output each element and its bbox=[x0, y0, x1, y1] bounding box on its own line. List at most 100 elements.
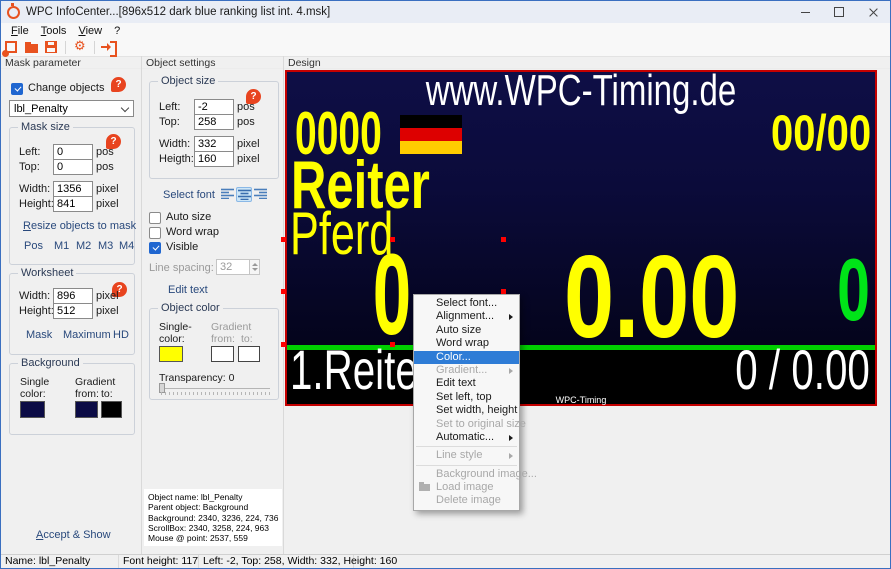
field-label: Top: bbox=[159, 116, 180, 128]
minimize-button[interactable] bbox=[788, 1, 822, 23]
accept-show-link[interactable]: Accept & Show bbox=[36, 529, 111, 541]
object-gradient-to-swatch[interactable] bbox=[238, 346, 260, 362]
scoreboard-ranking-result: 0 / 0.00 bbox=[735, 338, 870, 401]
field-label: Left: bbox=[19, 146, 41, 158]
visible-checkbox[interactable] bbox=[149, 242, 161, 254]
menu-help[interactable]: ? bbox=[114, 24, 121, 37]
worksheet-height-input[interactable] bbox=[53, 303, 93, 319]
align-center-icon[interactable] bbox=[236, 187, 252, 202]
help-icon[interactable] bbox=[106, 134, 121, 149]
selection-handle[interactable] bbox=[390, 237, 395, 242]
resize-objects-link[interactable]: Resize objects to mask bbox=[23, 220, 137, 232]
menu-item-background-image: Background image... bbox=[436, 467, 537, 480]
field-label: Height: bbox=[19, 305, 54, 317]
new-mask-icon[interactable] bbox=[5, 40, 19, 54]
menu-item-word-wrap[interactable]: Word wrap bbox=[436, 337, 489, 350]
object-gradient-from-swatch[interactable] bbox=[211, 346, 234, 362]
menu-tools[interactable]: Tools bbox=[40, 24, 67, 37]
line-spacing-stepper[interactable] bbox=[249, 259, 260, 275]
gradient-label: Gradient bbox=[211, 321, 252, 333]
object-left-input[interactable] bbox=[194, 99, 234, 115]
object-settings-panel: Object settings Object size Left: pos To… bbox=[142, 56, 284, 555]
transparency-slider-track[interactable] bbox=[159, 388, 270, 389]
background-gradient-to-swatch[interactable] bbox=[101, 401, 122, 418]
scoreboard-horse-name: Pferd bbox=[290, 200, 394, 267]
menu-file[interactable]: File bbox=[11, 24, 29, 37]
selection-handle[interactable] bbox=[281, 237, 286, 242]
close-button[interactable] bbox=[856, 1, 890, 23]
worksheet-group: Worksheet bbox=[9, 267, 135, 355]
folder-icon bbox=[419, 482, 430, 492]
selection-handle[interactable] bbox=[390, 342, 395, 347]
auto-size-checkbox[interactable] bbox=[149, 212, 161, 224]
menu-item-auto-size[interactable]: Auto size bbox=[436, 323, 482, 336]
scoreboard-preview[interactable]: www.WPC-Timing.de 0000 00/00 Reiter Pfer… bbox=[281, 66, 877, 406]
mask-size-legend: Mask size bbox=[18, 121, 73, 133]
selection-handle[interactable] bbox=[501, 237, 506, 242]
single-label: Single bbox=[20, 376, 50, 388]
m1-link[interactable]: M1 bbox=[54, 240, 70, 252]
toolbar-separator bbox=[65, 40, 66, 54]
mask-link[interactable]: Mask bbox=[26, 329, 53, 341]
info-line: Mouse @ point: 2537, 559 bbox=[148, 533, 248, 544]
line-spacing-input[interactable] bbox=[216, 259, 251, 275]
single-color-label: color: bbox=[159, 333, 185, 345]
word-wrap-checkbox[interactable] bbox=[149, 227, 161, 239]
align-left-icon[interactable] bbox=[220, 187, 234, 200]
pos-link[interactable]: Pos bbox=[24, 240, 43, 252]
help-icon[interactable] bbox=[111, 77, 126, 92]
scoreboard-penalty-label[interactable]: 0 bbox=[372, 231, 412, 359]
background-gradient-from-swatch[interactable] bbox=[75, 401, 98, 418]
field-unit: pos bbox=[237, 116, 255, 128]
object-top-input[interactable] bbox=[194, 114, 234, 130]
menu-item-select-font[interactable]: Select font... bbox=[436, 297, 498, 309]
change-objects-checkbox[interactable] bbox=[11, 83, 23, 95]
selection-handle[interactable] bbox=[281, 289, 286, 294]
field-label: Top: bbox=[19, 161, 40, 173]
edit-text-link[interactable]: Edit text bbox=[168, 284, 208, 296]
m3-link[interactable]: M3 bbox=[98, 240, 114, 252]
menu-bar: File Tools View ? bbox=[1, 23, 890, 38]
hd-link[interactable]: HD bbox=[113, 329, 129, 341]
worksheet-width-input[interactable] bbox=[53, 288, 93, 304]
help-icon[interactable] bbox=[246, 89, 261, 104]
scoreboard-rank-digit: 0 bbox=[837, 240, 870, 339]
m2-link[interactable]: M2 bbox=[76, 240, 92, 252]
background-group: Background bbox=[9, 357, 135, 435]
save-icon[interactable] bbox=[45, 40, 59, 54]
open-folder-icon[interactable] bbox=[25, 40, 39, 54]
menu-item-color[interactable]: Color... bbox=[414, 350, 519, 364]
menu-item-set-left-top[interactable]: Set left, top bbox=[436, 390, 492, 403]
object-height-input[interactable] bbox=[194, 151, 234, 167]
menu-view[interactable]: View bbox=[78, 24, 103, 37]
settings-gear-icon[interactable]: ⚙ bbox=[74, 39, 86, 54]
m4-link[interactable]: M4 bbox=[119, 240, 135, 252]
menu-item-automatic[interactable]: Automatic... bbox=[414, 431, 519, 444]
align-right-icon[interactable] bbox=[253, 187, 267, 200]
selection-handle[interactable] bbox=[501, 289, 506, 294]
scoreboard-url-text: www.WPC-Timing.de bbox=[425, 66, 737, 115]
maximum-link[interactable]: Maximum bbox=[63, 329, 111, 341]
select-font-link[interactable]: Select font bbox=[163, 189, 215, 201]
selection-handle[interactable] bbox=[281, 342, 286, 347]
menu-separator bbox=[416, 446, 517, 448]
mask-width-input[interactable] bbox=[53, 181, 93, 197]
menu-item-alignment[interactable]: Alignment... bbox=[414, 310, 519, 323]
background-single-color-swatch[interactable] bbox=[20, 401, 45, 418]
menu-item-set-width-height[interactable]: Set width, height bbox=[436, 404, 518, 417]
mask-height-input[interactable] bbox=[53, 196, 93, 212]
object-single-color-swatch[interactable] bbox=[159, 346, 183, 362]
object-width-input[interactable] bbox=[194, 136, 234, 152]
mask-size-group: Mask size bbox=[9, 121, 135, 265]
object-selector-dropdown[interactable]: lbl_Penalty bbox=[9, 100, 134, 117]
field-label: Height: bbox=[19, 198, 54, 210]
exit-icon[interactable] bbox=[101, 40, 117, 57]
field-unit: pos bbox=[96, 161, 114, 173]
object-selector-value: lbl_Penalty bbox=[14, 103, 68, 115]
mask-left-input[interactable] bbox=[53, 144, 93, 160]
maximize-button[interactable] bbox=[822, 1, 856, 23]
menu-item-edit-text[interactable]: Edit text bbox=[436, 377, 476, 390]
scoreboard-bib-number: 0000 bbox=[295, 100, 382, 167]
mask-top-input[interactable] bbox=[53, 159, 93, 175]
help-icon[interactable] bbox=[112, 282, 127, 297]
